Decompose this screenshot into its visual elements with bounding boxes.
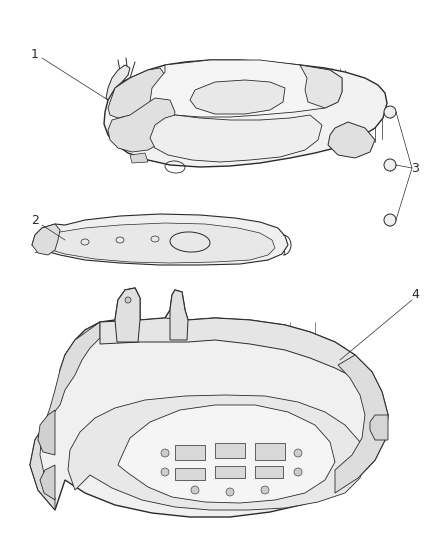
Ellipse shape xyxy=(294,449,302,457)
Polygon shape xyxy=(215,466,245,478)
Polygon shape xyxy=(190,80,285,114)
Ellipse shape xyxy=(261,486,269,494)
Polygon shape xyxy=(32,224,60,255)
Polygon shape xyxy=(30,288,388,517)
Text: 3: 3 xyxy=(411,161,419,174)
Polygon shape xyxy=(150,60,342,117)
Polygon shape xyxy=(42,223,275,263)
Polygon shape xyxy=(300,65,342,108)
Ellipse shape xyxy=(226,488,234,496)
Polygon shape xyxy=(38,410,55,455)
Ellipse shape xyxy=(384,106,396,118)
Polygon shape xyxy=(370,415,388,440)
Ellipse shape xyxy=(161,449,169,457)
Polygon shape xyxy=(40,465,55,500)
Polygon shape xyxy=(328,122,375,158)
Polygon shape xyxy=(32,214,288,265)
Polygon shape xyxy=(255,466,283,478)
Polygon shape xyxy=(100,318,355,378)
Polygon shape xyxy=(108,98,175,152)
Polygon shape xyxy=(215,443,245,458)
Polygon shape xyxy=(175,445,205,460)
Ellipse shape xyxy=(191,486,199,494)
Polygon shape xyxy=(115,288,140,342)
Ellipse shape xyxy=(384,159,396,171)
Polygon shape xyxy=(30,322,100,510)
Text: 4: 4 xyxy=(411,288,419,302)
Polygon shape xyxy=(175,468,205,480)
Text: 2: 2 xyxy=(31,214,39,227)
Polygon shape xyxy=(108,68,165,118)
Polygon shape xyxy=(106,65,130,100)
Ellipse shape xyxy=(161,468,169,476)
Polygon shape xyxy=(255,443,285,460)
Polygon shape xyxy=(118,405,335,503)
Polygon shape xyxy=(130,153,148,163)
Polygon shape xyxy=(335,355,388,493)
Text: 1: 1 xyxy=(31,49,39,61)
Ellipse shape xyxy=(125,297,131,303)
Polygon shape xyxy=(68,395,365,510)
Polygon shape xyxy=(150,115,322,162)
Ellipse shape xyxy=(294,468,302,476)
Polygon shape xyxy=(104,60,387,167)
Ellipse shape xyxy=(384,214,396,226)
Polygon shape xyxy=(170,290,188,340)
